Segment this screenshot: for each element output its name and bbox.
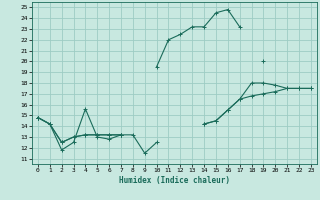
X-axis label: Humidex (Indice chaleur): Humidex (Indice chaleur) <box>119 176 230 185</box>
